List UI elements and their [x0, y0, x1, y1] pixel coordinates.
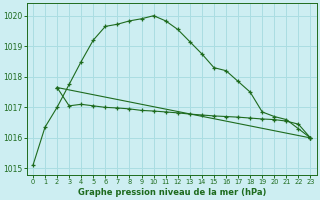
- X-axis label: Graphe pression niveau de la mer (hPa): Graphe pression niveau de la mer (hPa): [77, 188, 266, 197]
